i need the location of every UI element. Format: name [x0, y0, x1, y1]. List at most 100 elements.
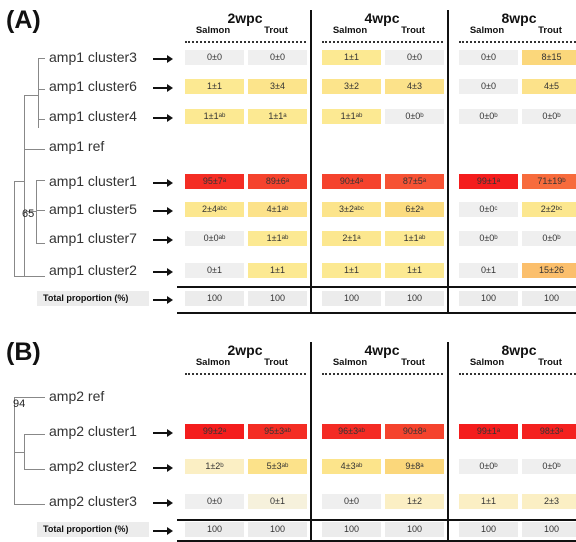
row-arrow-icon: [153, 236, 173, 243]
proportion-cell: 95±3ᵃᵇ: [248, 424, 307, 439]
tree-branch: [24, 95, 25, 276]
proportion-cell: 98±3ᵃ: [522, 424, 576, 439]
total-cell: 100: [522, 522, 576, 537]
total-cell: 100: [248, 522, 307, 537]
column-separator: [447, 10, 449, 313]
row-arrow-icon: [153, 55, 173, 62]
tree-branch: [24, 95, 38, 96]
species-header: Salmon: [195, 357, 231, 368]
tree-branch: [14, 397, 45, 398]
week-header: 8wpc: [501, 10, 537, 26]
proportion-cell: 1±1ᵃᵇ: [248, 231, 307, 246]
tree-branch: [24, 211, 36, 212]
tree-branch: [14, 181, 24, 182]
proportion-cell: 0±0: [459, 79, 518, 94]
proportion-cell: 99±1ᵃ: [459, 174, 518, 189]
tree-branch: [38, 89, 45, 90]
proportion-cell: 0±1: [185, 263, 244, 278]
proportion-cell: 96±3ᵃᵇ: [322, 424, 381, 439]
proportion-cell: 0±0ᵇ: [522, 459, 576, 474]
proportion-cell: 1±1: [459, 494, 518, 509]
proportion-cell: 0±0ᵇ: [459, 231, 518, 246]
tree-branch: [38, 58, 39, 128]
proportion-cell: 1±2ᵇ: [185, 459, 244, 474]
header-divider: [185, 373, 306, 375]
proportion-cell: 15±26: [522, 263, 576, 278]
species-header: Trout: [264, 25, 288, 36]
proportion-cell: 1±1: [385, 263, 444, 278]
tree-branch: [24, 469, 45, 470]
tree-branch: [14, 276, 45, 277]
total-cell: 100: [322, 522, 381, 537]
total-cell: 100: [385, 291, 444, 306]
row-arrow-icon: [153, 499, 173, 506]
proportion-cell: 3±2: [322, 79, 381, 94]
header-divider: [459, 373, 576, 375]
proportion-cell: 8±15: [522, 50, 576, 65]
tree-branch: [14, 452, 24, 453]
cluster-label: amp1 cluster7: [49, 230, 137, 246]
proportion-cell: 2±3: [522, 494, 576, 509]
proportion-cell: 0±0ᵇ: [459, 459, 518, 474]
proportion-cell: 1±1: [322, 50, 381, 65]
week-header: 8wpc: [501, 342, 537, 358]
proportion-cell: 0±0: [385, 50, 444, 65]
proportion-cell: 99±2ᵃ: [185, 424, 244, 439]
week-header: 4wpc: [364, 342, 400, 358]
bootstrap-value: 94: [13, 398, 26, 410]
tree-branch: [36, 180, 37, 243]
total-cell: 100: [322, 291, 381, 306]
proportion-cell: 0±0: [185, 494, 244, 509]
species-header: Trout: [264, 357, 288, 368]
proportion-cell: 71±19ᵇ: [522, 174, 576, 189]
total-cell: 100: [459, 291, 518, 306]
tree-branch: [36, 180, 45, 181]
total-arrow-icon: [153, 296, 173, 303]
proportion-cell: 0±0: [459, 50, 518, 65]
proportion-cell: 95±7ᵃ: [185, 174, 244, 189]
proportion-cell: 90±8ᵃ: [385, 424, 444, 439]
tree-branch: [14, 181, 15, 276]
species-header: Salmon: [332, 25, 368, 36]
species-header: Salmon: [469, 357, 505, 368]
tree-branch: [36, 210, 45, 211]
total-label: Total proportion (%): [37, 522, 149, 537]
proportion-cell: 0±0: [185, 50, 244, 65]
proportion-cell: 1±1ᵃᵇ: [385, 231, 444, 246]
proportion-cell: 3±2ᵃᵇᶜ: [322, 202, 381, 217]
proportion-cell: 5±3ᵃᵇ: [248, 459, 307, 474]
proportion-cell: 2±1ᵃ: [322, 231, 381, 246]
cluster-label: amp1 ref: [49, 138, 105, 154]
cluster-label: amp1 cluster3: [49, 49, 137, 65]
row-arrow-icon: [153, 114, 173, 121]
total-cell: 100: [248, 291, 307, 306]
cluster-label: amp1 cluster5: [49, 201, 137, 217]
cluster-label: amp1 cluster6: [49, 78, 137, 94]
proportion-cell: 0±0ᵇ: [385, 109, 444, 124]
row-arrow-icon: [153, 464, 173, 471]
proportion-cell: 1±1: [322, 263, 381, 278]
week-header: 2wpc: [227, 10, 263, 26]
proportion-cell: 4±3ᵃᵇ: [322, 459, 381, 474]
proportion-cell: 1±1ᵃᵇ: [322, 109, 381, 124]
total-cell: 100: [185, 522, 244, 537]
cluster-label: amp2 ref: [49, 388, 105, 404]
tree-branch: [24, 149, 45, 150]
proportion-cell: 0±0: [248, 50, 307, 65]
cluster-label: amp2 cluster3: [49, 493, 137, 509]
proportion-cell: 1±2: [385, 494, 444, 509]
tree-branch: [38, 58, 45, 59]
tree-branch: [14, 504, 45, 505]
proportion-cell: 4±5: [522, 79, 576, 94]
proportion-cell: 1±1ᵃᵇ: [185, 109, 244, 124]
proportion-cell: 1±1: [185, 79, 244, 94]
proportion-cell: 0±0ᵇ: [459, 109, 518, 124]
cluster-label: amp2 cluster1: [49, 423, 137, 439]
week-header: 4wpc: [364, 10, 400, 26]
proportion-cell: 0±0: [322, 494, 381, 509]
cluster-label: amp1 cluster2: [49, 262, 137, 278]
total-cell: 100: [459, 522, 518, 537]
cluster-label: amp2 cluster2: [49, 458, 137, 474]
species-header: Salmon: [469, 25, 505, 36]
total-divider: [177, 519, 576, 521]
